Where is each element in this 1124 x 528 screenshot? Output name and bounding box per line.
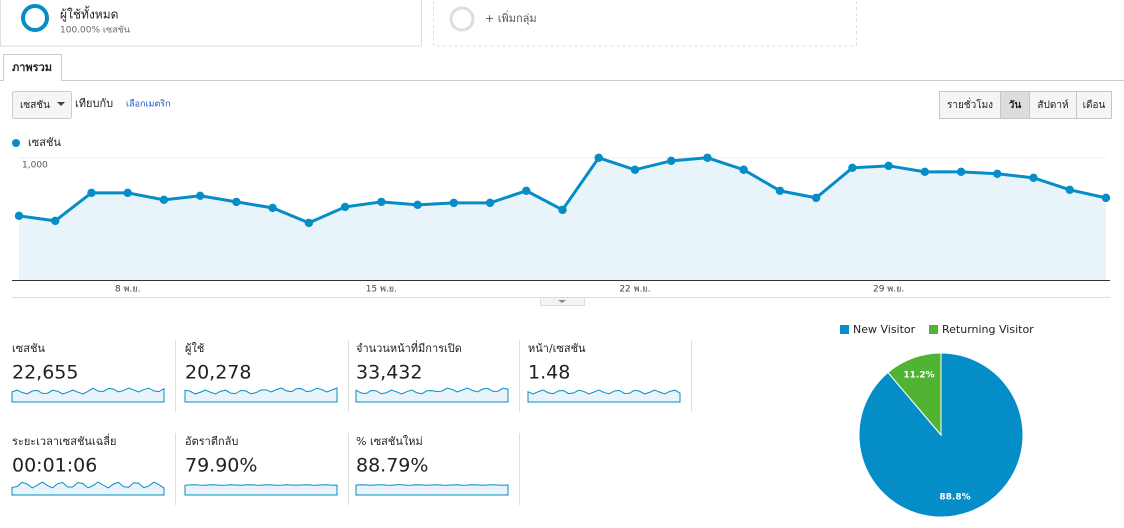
point[interactable] bbox=[993, 169, 1002, 178]
sparkline bbox=[11, 387, 165, 403]
add-segment[interactable]: + เพิ่มกลุ่ม bbox=[485, 10, 537, 25]
legend-dot bbox=[12, 139, 20, 147]
period-button[interactable] bbox=[1000, 91, 1030, 119]
dropdown-arrow bbox=[57, 102, 65, 106]
metric-label: % เซสชันใหม่ bbox=[356, 435, 423, 448]
period-label: เดือน bbox=[1083, 99, 1106, 111]
sparkline bbox=[184, 387, 338, 403]
point[interactable] bbox=[14, 211, 24, 221]
period-button[interactable] bbox=[939, 91, 1001, 119]
point[interactable] bbox=[848, 163, 857, 172]
segment-sub: 100.00% เซสชัน bbox=[60, 26, 130, 36]
area bbox=[19, 157, 1106, 280]
point[interactable] bbox=[884, 161, 893, 171]
metric-value: 88.79% bbox=[356, 455, 428, 477]
sparkline bbox=[527, 389, 681, 403]
point[interactable] bbox=[1101, 193, 1111, 203]
point[interactable] bbox=[268, 203, 277, 213]
period-label: วัน bbox=[1009, 99, 1022, 111]
point[interactable] bbox=[630, 165, 640, 174]
sparkline bbox=[184, 484, 338, 496]
legend-label: New Visitor bbox=[853, 323, 916, 336]
metric-value: 22,655 bbox=[12, 362, 78, 384]
add-segment-icon bbox=[449, 6, 475, 32]
point[interactable] bbox=[123, 188, 132, 198]
period-button[interactable] bbox=[1076, 91, 1112, 119]
point[interactable] bbox=[703, 153, 712, 162]
legend-swatch bbox=[929, 325, 938, 334]
segment-icon bbox=[21, 4, 49, 32]
point[interactable] bbox=[594, 153, 603, 162]
point[interactable] bbox=[51, 216, 60, 226]
x-tick-label: 15 พ.ย. bbox=[366, 285, 397, 295]
point[interactable] bbox=[159, 195, 169, 205]
x-tick-label: 8 พ.ย. bbox=[115, 285, 141, 295]
collapse-arrow bbox=[558, 300, 566, 303]
tab-label: ภาพรวม bbox=[12, 61, 52, 74]
y-tick-label: 1,000 bbox=[22, 160, 48, 170]
point[interactable] bbox=[449, 198, 458, 208]
point[interactable] bbox=[667, 156, 676, 166]
sparkline bbox=[11, 481, 165, 496]
legend-swatch bbox=[840, 325, 849, 334]
point[interactable] bbox=[1029, 173, 1038, 183]
sparkline bbox=[355, 387, 509, 403]
point[interactable] bbox=[340, 202, 350, 212]
period-label: สัปดาห์ bbox=[1037, 99, 1068, 111]
metric-value: 00:01:06 bbox=[12, 455, 97, 477]
point[interactable] bbox=[304, 218, 314, 228]
metric-value: 79.90% bbox=[185, 455, 257, 477]
segment-name: ผู้ใช้ทั้งหมด bbox=[60, 6, 118, 23]
pie-slice[interactable] bbox=[887, 352, 942, 437]
legend-label: เซสชัน bbox=[28, 136, 61, 149]
segment-box[interactable] bbox=[0, 0, 422, 47]
point[interactable] bbox=[377, 197, 386, 207]
metric-dropdown[interactable] bbox=[12, 91, 72, 119]
x-tick-label: 22 พ.ย. bbox=[619, 285, 650, 295]
point[interactable] bbox=[413, 200, 422, 210]
add-segment-box[interactable] bbox=[433, 0, 857, 47]
metric-label: เซสชัน bbox=[12, 342, 45, 355]
point[interactable] bbox=[87, 188, 96, 198]
metric-value: 33,432 bbox=[356, 362, 422, 384]
point[interactable] bbox=[1065, 185, 1074, 194]
metric-label: ผู้ใช้ bbox=[185, 342, 204, 355]
point[interactable] bbox=[485, 198, 495, 208]
point[interactable] bbox=[522, 186, 531, 195]
point[interactable] bbox=[739, 165, 748, 174]
point[interactable] bbox=[920, 167, 930, 177]
metric-dropdown-label: เซสชัน bbox=[20, 100, 50, 111]
point[interactable] bbox=[811, 193, 821, 203]
point[interactable] bbox=[195, 191, 205, 200]
legend-label: Returning Visitor bbox=[942, 323, 1034, 336]
sparkline bbox=[355, 484, 509, 496]
point[interactable] bbox=[232, 197, 241, 207]
metric-label: ระยะเวลาเซสชันเฉลี่ย bbox=[12, 433, 116, 448]
period-button[interactable] bbox=[1029, 91, 1077, 119]
point[interactable] bbox=[558, 205, 567, 215]
metric-value: 20,278 bbox=[185, 362, 251, 384]
metric-label: จำนวนหน้าที่มีการเปิด bbox=[356, 340, 462, 355]
tab[interactable] bbox=[3, 54, 62, 81]
slice-label: 88.8% bbox=[939, 493, 970, 503]
metric-value: 1.48 bbox=[528, 362, 570, 384]
period-label: รายชั่วโมง bbox=[947, 97, 993, 111]
select-metric-link[interactable]: เลือกเมตริก bbox=[126, 99, 171, 110]
point[interactable] bbox=[775, 186, 785, 195]
point[interactable] bbox=[956, 167, 966, 177]
slice-label: 11.2% bbox=[903, 370, 934, 380]
x-tick-label: 29 พ.ย. bbox=[873, 285, 904, 295]
metric-label: อัตราตีกลับ bbox=[185, 435, 238, 448]
compare-label: เทียบกับ bbox=[75, 97, 113, 110]
metric-label: หน้า/เซสชัน bbox=[528, 342, 586, 355]
